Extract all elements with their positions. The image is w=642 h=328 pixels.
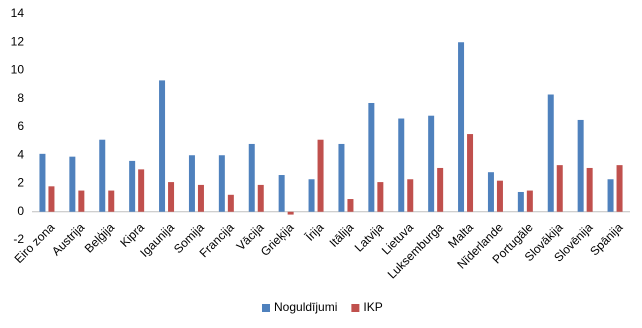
bar [287, 211, 294, 215]
bar [517, 191, 524, 212]
bar [188, 155, 195, 212]
bar [586, 167, 593, 212]
y-tick-label: 14 [11, 6, 25, 20]
bar [278, 175, 285, 212]
bar [437, 167, 444, 212]
bar [108, 190, 115, 212]
bar [99, 139, 106, 212]
bar [197, 184, 204, 212]
bar [496, 180, 503, 212]
bar [78, 190, 85, 212]
bar [526, 190, 533, 212]
bar [159, 80, 166, 212]
bar [368, 102, 375, 212]
bar [69, 156, 76, 212]
bar [616, 165, 623, 212]
y-tick-label: 0 [17, 204, 24, 218]
x-tick-label: Beļģija [82, 220, 118, 256]
bar [547, 94, 554, 212]
bar [577, 119, 584, 212]
x-tick-label: Grieķija [258, 220, 297, 259]
bar [48, 186, 55, 212]
bar [428, 115, 435, 212]
x-tick-label: Igaunija [137, 220, 177, 260]
bar [39, 153, 46, 212]
bar [398, 118, 405, 212]
y-tick-label: -2 [13, 232, 24, 246]
bar [458, 42, 465, 212]
x-tick-label: Īrija [303, 220, 327, 244]
legend-label: IKP [363, 300, 382, 314]
bar [138, 169, 145, 212]
bar [168, 182, 175, 212]
legend-swatch [351, 304, 360, 312]
y-tick-label: 2 [17, 176, 24, 190]
bar [317, 139, 324, 212]
bar [407, 179, 414, 212]
bar [467, 134, 474, 212]
y-tick-label: 8 [17, 91, 24, 105]
bar [487, 172, 494, 212]
y-tick-label: 6 [17, 119, 24, 133]
y-tick-label: 10 [11, 63, 25, 77]
bar [347, 199, 354, 212]
bar [257, 184, 264, 212]
bar [607, 179, 614, 212]
y-tick-label: 4 [17, 147, 24, 161]
bar [556, 165, 563, 212]
bar [129, 160, 136, 212]
bar [338, 143, 345, 212]
y-tick-label: 12 [11, 34, 25, 48]
bar [218, 155, 225, 212]
legend-swatch [262, 304, 270, 312]
x-tick-label: Spānija [587, 220, 625, 258]
x-tick-label: Austrija [49, 220, 87, 258]
bar [308, 179, 315, 212]
legend-label: Noguldījumi [274, 300, 337, 314]
bar [248, 143, 255, 212]
bar [377, 182, 384, 212]
bar [227, 194, 234, 212]
